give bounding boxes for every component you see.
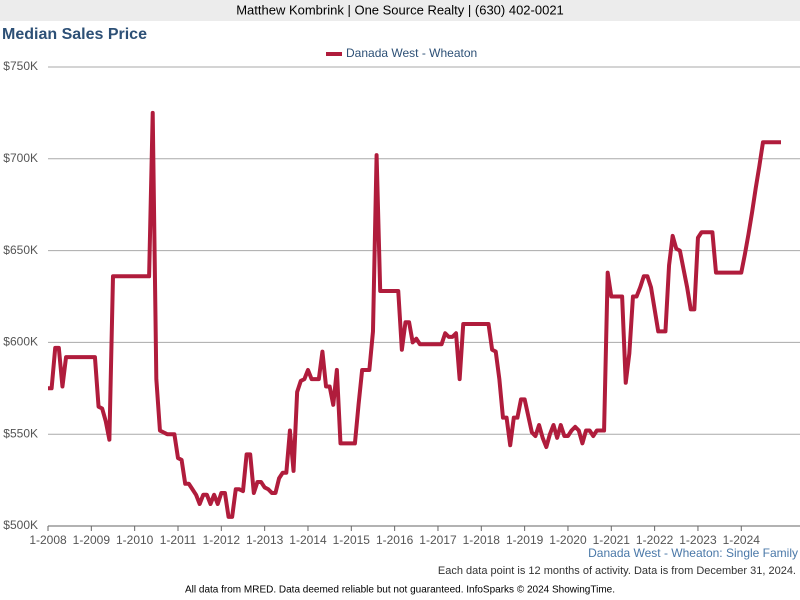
x-tick-label: 1-2022 — [636, 533, 674, 547]
x-tick-label: 1-2008 — [29, 533, 67, 547]
y-tick-label: $550K — [3, 426, 38, 440]
x-tick-label: 1-2019 — [506, 533, 544, 547]
footer: All data from MRED. Data deemed reliable… — [185, 585, 615, 596]
x-tick-label: 1-2012 — [203, 533, 241, 547]
chart-title: Median Sales Price — [2, 26, 147, 43]
x-tick-label: 1-2021 — [593, 533, 631, 547]
x-tick-label: 1-2020 — [549, 533, 587, 547]
caption: Danada West - Wheaton: Single Family — [588, 546, 798, 560]
y-tick-label: $600K — [3, 335, 38, 349]
x-tick-label: 1-2015 — [333, 533, 371, 547]
legend-label: Danada West - Wheaton — [346, 46, 477, 60]
x-tick-label: 1-2011 — [160, 533, 197, 547]
y-tick-label: $700K — [3, 151, 38, 165]
x-tick-label: 1-2017 — [419, 533, 457, 547]
y-tick-label: $650K — [3, 243, 38, 257]
x-tick-label: 1-2014 — [289, 533, 327, 547]
x-tick-label: 1-2009 — [73, 533, 111, 547]
x-tick-label: 1-2023 — [679, 533, 717, 547]
header: Matthew Kombrink | One Source Realty | (… — [236, 2, 564, 17]
y-tick-label: $500K — [3, 518, 38, 532]
x-tick-label: 1-2024 — [723, 533, 761, 547]
y-tick-label: $750K — [3, 59, 38, 73]
note: Each data point is 12 months of activity… — [438, 565, 796, 577]
header-bar — [0, 0, 800, 21]
series-line — [48, 110, 781, 519]
x-tick-label: 1-2013 — [246, 533, 284, 547]
x-tick-label: 1-2018 — [463, 533, 501, 547]
x-tick-label: 1-2010 — [116, 533, 154, 547]
x-tick-label: 1-2016 — [376, 533, 414, 547]
